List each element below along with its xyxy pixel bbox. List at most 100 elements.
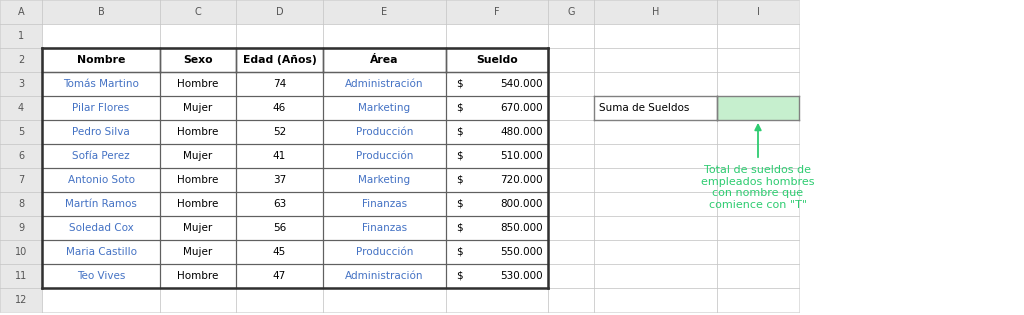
Text: 670.000: 670.000	[501, 103, 543, 113]
Bar	[717, 48, 799, 72]
Text: Pilar Flores: Pilar Flores	[73, 103, 130, 113]
Bar	[323, 120, 446, 144]
Bar	[323, 288, 446, 312]
Bar	[236, 192, 323, 216]
Text: Total de sueldos de
empleados hombres
con nombre que
comience con "T": Total de sueldos de empleados hombres co…	[701, 165, 815, 210]
Bar	[446, 48, 548, 72]
Bar	[0, 192, 42, 216]
Text: G: G	[567, 7, 574, 17]
Bar	[717, 144, 799, 168]
Bar	[160, 240, 236, 264]
Text: Hombre: Hombre	[177, 79, 219, 89]
Bar	[594, 168, 717, 192]
Bar	[236, 0, 323, 24]
Bar	[717, 96, 799, 120]
Bar	[594, 288, 717, 312]
Text: F: F	[495, 7, 500, 17]
Text: 8: 8	[18, 199, 24, 209]
Bar	[548, 192, 594, 216]
Bar	[236, 264, 323, 288]
Bar	[236, 48, 323, 72]
Text: 37: 37	[272, 175, 286, 185]
Bar	[446, 192, 548, 216]
Bar	[323, 168, 446, 192]
Bar	[717, 0, 799, 24]
Text: Producción: Producción	[355, 151, 414, 161]
Bar	[160, 96, 236, 120]
Text: Hombre: Hombre	[177, 175, 219, 185]
Bar	[446, 168, 548, 192]
Bar	[717, 120, 799, 144]
Bar	[160, 96, 236, 120]
Text: Sexo: Sexo	[183, 55, 213, 65]
Bar	[160, 288, 236, 312]
Bar	[42, 120, 160, 144]
Bar	[160, 192, 236, 216]
Bar	[548, 72, 594, 96]
Bar	[446, 48, 548, 72]
Bar	[594, 216, 717, 240]
Text: Antonio Soto: Antonio Soto	[68, 175, 134, 185]
Bar	[717, 168, 799, 192]
Bar	[548, 216, 594, 240]
Bar	[594, 120, 717, 144]
Bar	[0, 240, 42, 264]
Text: $: $	[456, 199, 463, 209]
Bar	[42, 264, 160, 288]
Bar	[548, 168, 594, 192]
Text: 9: 9	[18, 223, 24, 233]
Bar	[236, 120, 323, 144]
Bar	[236, 144, 323, 168]
Bar	[446, 216, 548, 240]
Bar	[548, 288, 594, 312]
Bar	[446, 120, 548, 144]
Bar	[0, 144, 42, 168]
Text: $: $	[456, 247, 463, 257]
Text: Administración: Administración	[345, 79, 424, 89]
Bar	[42, 192, 160, 216]
Text: 74: 74	[272, 79, 286, 89]
Bar	[160, 120, 236, 144]
Text: 2: 2	[17, 55, 25, 65]
Bar	[236, 168, 323, 192]
Bar	[548, 96, 594, 120]
Text: 540.000: 540.000	[501, 79, 543, 89]
Bar	[446, 120, 548, 144]
Text: Mujer: Mujer	[183, 223, 213, 233]
Text: 46: 46	[272, 103, 286, 113]
Bar	[446, 144, 548, 168]
Text: Administración: Administración	[345, 271, 424, 281]
Bar	[446, 24, 548, 48]
Bar	[548, 48, 594, 72]
Bar	[446, 288, 548, 312]
Bar	[446, 216, 548, 240]
Text: Soledad Cox: Soledad Cox	[69, 223, 133, 233]
Bar	[323, 48, 446, 72]
Bar	[0, 48, 42, 72]
Bar	[236, 96, 323, 120]
Text: 850.000: 850.000	[501, 223, 543, 233]
Bar	[160, 240, 236, 264]
Bar	[323, 192, 446, 216]
Text: $: $	[456, 79, 463, 89]
Text: Hombre: Hombre	[177, 127, 219, 137]
Bar	[323, 0, 446, 24]
Bar	[594, 48, 717, 72]
Bar	[160, 120, 236, 144]
Bar	[236, 72, 323, 96]
Bar	[42, 48, 160, 72]
Bar	[323, 264, 446, 288]
Bar	[594, 96, 717, 120]
Bar	[42, 96, 160, 120]
Bar	[236, 48, 323, 72]
Bar	[446, 72, 548, 96]
Bar	[323, 192, 446, 216]
Bar	[323, 120, 446, 144]
Bar	[236, 72, 323, 96]
Text: 5: 5	[17, 127, 25, 137]
Bar	[160, 72, 236, 96]
Text: $: $	[456, 271, 463, 281]
Text: 720.000: 720.000	[501, 175, 543, 185]
Text: Maria Castillo: Maria Castillo	[66, 247, 136, 257]
Text: Hombre: Hombre	[177, 271, 219, 281]
